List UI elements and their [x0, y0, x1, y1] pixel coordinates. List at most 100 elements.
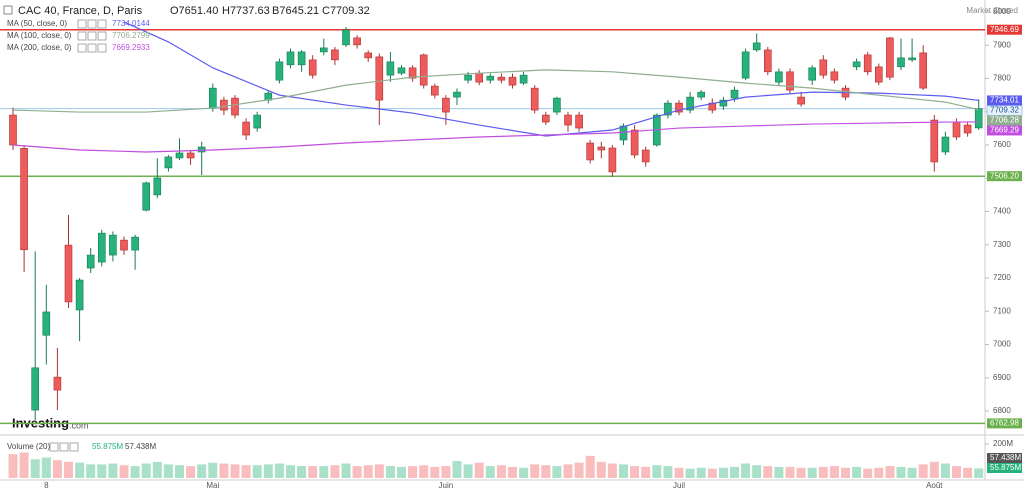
- price-tag: [987, 115, 1022, 126]
- candle-body: [319, 47, 328, 53]
- volume-bar: [197, 464, 207, 478]
- volume-title: Volume (20): [7, 442, 50, 451]
- volume-bar: [252, 465, 262, 478]
- volume-bar: [163, 464, 173, 478]
- candle-body: [897, 57, 905, 68]
- candle-body: [641, 149, 650, 163]
- volume-bar: [485, 466, 495, 478]
- candle-body: [275, 61, 284, 81]
- candle-body: [575, 114, 583, 129]
- candle-body: [131, 236, 139, 251]
- volume-y-tick-label: 200M: [993, 439, 1013, 448]
- candle-body: [664, 102, 672, 116]
- volume-bar: [841, 467, 850, 478]
- volume-bar: [763, 466, 773, 478]
- volume-bar: [952, 466, 961, 478]
- volume-bar: [929, 461, 939, 478]
- volume-bar: [19, 452, 29, 478]
- price-tag: [987, 418, 1022, 429]
- y-tick-label: 7000: [993, 340, 1011, 349]
- candle-body: [364, 52, 373, 59]
- volume-legend-value: 57.438M: [125, 442, 156, 451]
- volume-bar: [319, 466, 329, 478]
- volume-bar: [652, 465, 662, 478]
- y-tick-label: 6800: [993, 406, 1011, 415]
- price-tag-label: 6762.98: [990, 418, 1019, 427]
- candle-body: [308, 59, 317, 76]
- candle-body: [331, 49, 339, 61]
- collapse-icon[interactable]: [3, 5, 13, 15]
- candle-body: [530, 87, 539, 111]
- indicator-icon: [87, 19, 97, 29]
- candle-body: [475, 72, 484, 83]
- volume-bar: [130, 466, 140, 478]
- volume-bar: [508, 466, 517, 478]
- candle-body: [752, 42, 761, 51]
- candle-body: [120, 239, 128, 251]
- candle-body: [675, 102, 683, 113]
- volume-tag-label: 55.875M: [990, 463, 1021, 472]
- price-pane: [0, 21, 985, 425]
- candle-body: [553, 97, 561, 113]
- volume-bar: [274, 463, 284, 478]
- x-tick-label: Juin: [439, 481, 454, 490]
- candle-body: [852, 61, 861, 68]
- volume-bar: [263, 464, 273, 478]
- candle-body: [586, 142, 595, 161]
- volume-tag: [987, 463, 1022, 473]
- volume-bar: [186, 466, 196, 478]
- volume-bar: [385, 466, 395, 478]
- volume-legend-value: 55.875M: [92, 442, 123, 451]
- volume-bar: [630, 466, 640, 478]
- volume-bar: [97, 464, 107, 478]
- candle-body: [197, 146, 206, 153]
- candle-body: [31, 367, 40, 411]
- volume-bar: [896, 466, 906, 478]
- volume-bar: [552, 466, 562, 478]
- y-tick-label: 7600: [993, 140, 1011, 149]
- candle-body: [886, 37, 894, 78]
- candle-body: [786, 71, 794, 91]
- volume-tag: [987, 453, 1022, 463]
- candle-body: [763, 49, 772, 73]
- volume-bar: [8, 454, 18, 478]
- candle-body: [453, 91, 461, 98]
- volume-bar: [730, 466, 739, 478]
- candle-body: [375, 56, 384, 101]
- ohlc-label: B7645.21: [272, 5, 319, 17]
- candle-body: [253, 114, 261, 129]
- candle-body: [974, 108, 983, 129]
- candle-body: [42, 311, 51, 336]
- candle-body: [730, 89, 739, 99]
- volume-bar: [86, 464, 96, 478]
- volume-bar: [64, 461, 73, 478]
- volume-bar: [641, 466, 651, 478]
- indicator-name: MA (200, close, 0): [7, 43, 72, 52]
- indicator-value: 7669.2933: [112, 43, 150, 52]
- indicator-icon: [77, 43, 87, 53]
- candle-body: [231, 97, 239, 116]
- volume-bar: [607, 463, 617, 478]
- volume-bar: [41, 457, 51, 478]
- volume-bar: [852, 466, 862, 478]
- candle-body: [819, 59, 828, 76]
- price-tag: [987, 125, 1022, 136]
- candle-body: [397, 67, 406, 74]
- indicator-icon: [77, 19, 87, 29]
- candle-body: [719, 99, 728, 107]
- indicator-icon: [87, 31, 97, 41]
- volume-bar: [141, 463, 151, 478]
- x-tick-label: Juil: [673, 481, 685, 490]
- candle-body: [75, 279, 84, 311]
- candle-body: [963, 124, 972, 134]
- candle-body: [53, 376, 62, 391]
- volume-bar: [541, 465, 551, 478]
- y-tick-label: 7200: [993, 273, 1011, 282]
- volume-bar: [408, 466, 418, 478]
- volume-bar: [152, 461, 162, 478]
- volume-bar: [707, 468, 717, 478]
- volume-bar: [219, 463, 229, 478]
- price-tag-label: 7706.28: [990, 116, 1019, 125]
- indicator-value: 7734.0144: [112, 19, 150, 28]
